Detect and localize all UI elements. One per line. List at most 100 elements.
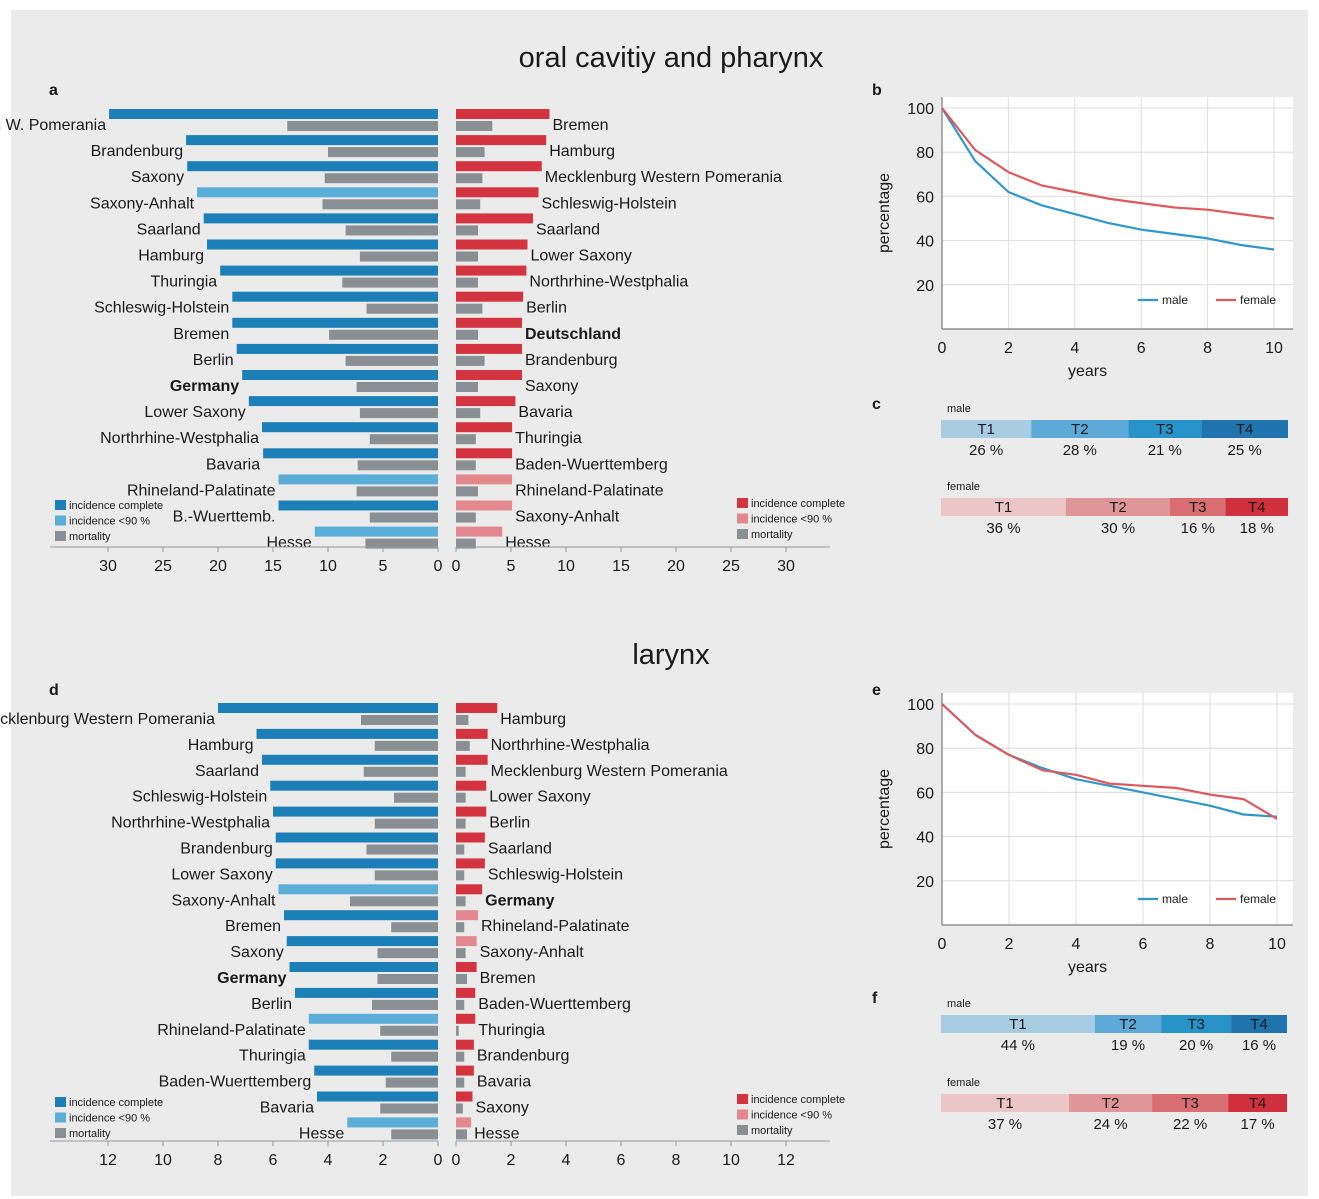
stage-label: T4 bbox=[1236, 421, 1254, 438]
male-x-tick-label: 4 bbox=[324, 1152, 333, 1169]
stage-label: T3 bbox=[1187, 1016, 1205, 1033]
x-tick-label: 2 bbox=[1004, 340, 1013, 357]
female-region-label: Bremen bbox=[553, 117, 609, 134]
female-x-tick-label: 8 bbox=[672, 1152, 681, 1169]
female-incidence-bar bbox=[456, 370, 522, 380]
y-tick-label: 80 bbox=[916, 145, 934, 162]
female-incidence-bar bbox=[456, 161, 542, 172]
legend-label: incidence complete bbox=[751, 1094, 845, 1106]
male-incidence-bar bbox=[308, 1013, 438, 1024]
male-region-label: Germany bbox=[170, 378, 239, 395]
female-mortality-bar bbox=[456, 896, 466, 907]
male-mortality-bar bbox=[359, 408, 438, 419]
male-incidence-bar bbox=[270, 780, 438, 791]
male-incidence-bar bbox=[187, 161, 438, 172]
female-mortality-bar bbox=[456, 1077, 465, 1088]
stage-segment bbox=[941, 498, 1066, 516]
section-title-oral: oral cavitiy and pharynx bbox=[519, 42, 824, 74]
female-incidence-bar bbox=[456, 135, 547, 146]
male-incidence-bar bbox=[347, 1117, 438, 1128]
female-region-label: Hamburg bbox=[549, 143, 615, 160]
female-region-label: Germany bbox=[485, 892, 554, 909]
male-region-label: Schleswig-Holstein bbox=[94, 300, 229, 317]
female-mortality-bar bbox=[456, 792, 466, 803]
legend-swatch bbox=[55, 531, 66, 541]
female-incidence-bar bbox=[456, 703, 498, 713]
male-incidence-bar bbox=[197, 187, 438, 198]
stage-label: T1 bbox=[996, 1095, 1014, 1112]
legend-label: incidence complete bbox=[69, 1097, 163, 1109]
female-incidence-bar bbox=[456, 1039, 474, 1050]
stage-series-label: male bbox=[947, 403, 971, 415]
legend-swatch bbox=[737, 529, 748, 539]
female-region-label: Saxony-Anhalt bbox=[515, 509, 620, 526]
female-x-tick-label: 20 bbox=[667, 558, 685, 575]
female-mortality-bar bbox=[456, 766, 466, 777]
female-incidence-bar bbox=[456, 728, 488, 739]
male-mortality-bar bbox=[356, 486, 438, 497]
female-mortality-bar bbox=[456, 1103, 463, 1114]
female-x-tick-label: 6 bbox=[617, 1152, 626, 1169]
stage-percent: 44 % bbox=[1001, 1037, 1035, 1054]
x-axis-label: years bbox=[1068, 363, 1107, 380]
male-incidence-bar bbox=[278, 474, 438, 485]
male-mortality-bar bbox=[329, 329, 438, 340]
legend-label: incidence <90 % bbox=[751, 1110, 832, 1122]
x-tick-label: 0 bbox=[938, 340, 947, 357]
male-region-label: Bavaria bbox=[206, 456, 260, 473]
female-incidence-bar bbox=[456, 422, 513, 433]
stage-label: T3 bbox=[1189, 499, 1207, 516]
female-region-label: Thuringia bbox=[515, 430, 582, 447]
male-incidence-bar bbox=[314, 526, 438, 537]
male-incidence-bar bbox=[295, 987, 438, 998]
x-tick-label: 0 bbox=[938, 936, 947, 953]
male-x-tick-label: 6 bbox=[269, 1152, 278, 1169]
male-incidence-bar bbox=[286, 936, 438, 947]
legend-swatch bbox=[737, 513, 748, 524]
female-region-label: Berlin bbox=[526, 300, 567, 317]
female-region-label: Mecklenburg Western Pomerania bbox=[545, 169, 782, 186]
female-mortality-bar bbox=[456, 974, 467, 984]
female-mortality-bar bbox=[456, 460, 476, 471]
x-tick-label: 4 bbox=[1072, 936, 1081, 953]
female-x-tick-label: 10 bbox=[557, 558, 575, 575]
female-region-label: Deutschland bbox=[525, 326, 621, 343]
y-tick-label: 40 bbox=[916, 830, 934, 847]
stage-series-label: female bbox=[947, 481, 980, 493]
stage-series-label: male bbox=[947, 998, 971, 1010]
female-incidence-bar bbox=[456, 1091, 473, 1102]
female-mortality-bar bbox=[456, 251, 478, 262]
female-survival-line bbox=[941, 107, 1275, 220]
female-region-label: Baden-Wuerttemberg bbox=[478, 996, 631, 1013]
stage-label: T3 bbox=[1156, 421, 1174, 438]
female-incidence-bar bbox=[456, 448, 513, 459]
female-incidence-bar bbox=[456, 910, 478, 921]
stage-segment bbox=[941, 420, 1032, 438]
male-mortality-bar bbox=[350, 896, 438, 907]
y-axis-label: percentage bbox=[876, 173, 893, 253]
male-incidence-bar bbox=[236, 343, 438, 354]
male-mortality-bar bbox=[345, 355, 438, 366]
y-tick-label: 40 bbox=[916, 234, 934, 251]
male-x-tick-label: 20 bbox=[209, 558, 227, 575]
y-tick-label: 80 bbox=[916, 741, 934, 758]
female-incidence-bar bbox=[456, 474, 513, 485]
female-mortality-bar bbox=[456, 715, 469, 725]
female-incidence-bar bbox=[456, 526, 503, 537]
male-incidence-bar bbox=[263, 448, 438, 459]
legend-label: mortality bbox=[751, 1125, 793, 1137]
female-region-label: Berlin bbox=[489, 815, 530, 832]
legend-label: incidence complete bbox=[751, 498, 845, 510]
legend-label: mortality bbox=[69, 531, 111, 543]
female-mortality-bar bbox=[456, 303, 483, 314]
legend-swatch bbox=[55, 1112, 66, 1123]
female-mortality-bar bbox=[456, 486, 478, 497]
legend-label: mortality bbox=[69, 1128, 111, 1140]
male-mortality-bar bbox=[369, 512, 438, 523]
female-mortality-bar bbox=[456, 434, 476, 445]
male-mortality-bar bbox=[380, 1025, 438, 1036]
stage-percent: 28 % bbox=[1063, 442, 1097, 459]
male-region-label: Thuringia bbox=[150, 274, 217, 291]
female-mortality-bar bbox=[456, 538, 476, 549]
legend-label: incidence <90 % bbox=[69, 1113, 150, 1125]
